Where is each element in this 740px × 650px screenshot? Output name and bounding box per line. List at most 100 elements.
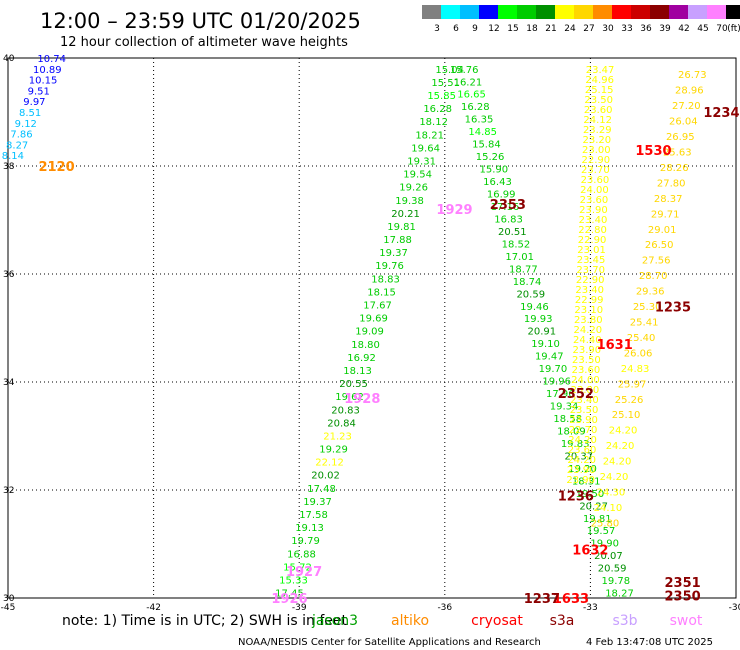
- wave-height-value: 23.50: [572, 355, 601, 366]
- wave-height-value: 7.86: [10, 130, 32, 141]
- wave-height-value: 23.40: [570, 395, 599, 406]
- wave-height-value: 19.81: [583, 514, 612, 525]
- wave-height-value: 23.60: [568, 445, 597, 456]
- pass-time-label: 1929: [436, 203, 472, 218]
- wave-height-value: 15.90: [479, 165, 508, 176]
- longitude-label: -36: [437, 603, 452, 613]
- longitude-label: -45: [1, 603, 16, 613]
- wave-height-value: 22.90: [576, 275, 605, 286]
- wave-height-value: 22.99: [575, 295, 604, 306]
- wave-height-value: 26.06: [624, 348, 653, 359]
- wave-height-value: 23.90: [569, 415, 598, 426]
- wave-height-value: 20.21: [391, 209, 420, 220]
- pass-time-label: 2352: [558, 387, 594, 402]
- wave-height-value: 19.57: [587, 526, 616, 537]
- wave-height-value: 19.09: [355, 327, 384, 338]
- wave-height-value: 23.01: [577, 245, 606, 256]
- legend-bin-label: 24: [564, 24, 576, 34]
- wave-height-value: 16.43: [483, 177, 512, 188]
- wave-height-value: 27.80: [657, 178, 686, 189]
- page-subtitle: 12 hour collection of altimeter wave hei…: [60, 35, 348, 50]
- wave-height-value: 17.58: [299, 510, 328, 521]
- wave-height-value: 19.26: [399, 183, 428, 194]
- wave-height-value: 18.09: [557, 426, 586, 437]
- wave-height-value: 23.60: [584, 105, 613, 116]
- wave-height-value: 22.12: [315, 458, 344, 469]
- wave-height-value: 18.74: [513, 277, 542, 288]
- wave-height-value: 20.59: [516, 289, 545, 300]
- satellite-legend-label: cryosat: [471, 613, 523, 629]
- legend-swatch: [441, 5, 460, 19]
- wave-height-value: 23.90: [579, 205, 608, 216]
- wave-height-value: 16.28: [423, 104, 452, 115]
- wave-height-value: 27.56: [642, 256, 671, 267]
- wave-height-value: 17.48: [307, 484, 336, 495]
- wave-height-value: 19.37: [303, 497, 332, 508]
- wave-height-value: 15.76: [450, 65, 479, 76]
- legend-swatch: [726, 5, 740, 19]
- wave-height-value: 24.20: [568, 435, 597, 446]
- pass-time-label: 1632: [572, 543, 608, 558]
- satellite-legend-label: s3b: [612, 613, 637, 629]
- pass-time-label: 1234: [703, 106, 739, 121]
- latitude-label: 40: [3, 54, 15, 64]
- wave-height-value: 18.27: [605, 589, 634, 600]
- wave-height-value: 15.04: [435, 65, 464, 76]
- wave-height-value: 29.01: [648, 225, 677, 236]
- wave-height-value: 26.95: [666, 132, 695, 143]
- wave-height-value: 23.90: [567, 465, 596, 476]
- legend-swatch: [612, 5, 631, 19]
- legend-swatch: [536, 5, 555, 19]
- wave-height-value: 16.83: [494, 214, 523, 225]
- pass-time-labels: 1234 1530 2120 2353 1929 1235 1631 2352 1928 1236…: [38, 106, 739, 607]
- wave-height-value: 24.20: [573, 325, 602, 336]
- pass-time-label: 1631: [597, 338, 633, 353]
- wave-height-value: 14.85: [468, 127, 497, 138]
- legend-swatch: [498, 5, 517, 19]
- satellite-legend-label: altiko: [391, 613, 429, 629]
- wave-height-value: 18.21: [415, 130, 444, 141]
- wave-height-value: 24.20: [603, 457, 632, 468]
- wave-height-value: 20.37: [565, 451, 594, 462]
- wave-height-value: 18.83: [371, 274, 400, 285]
- wave-height-value: 19.83: [561, 439, 590, 450]
- legend-swatch: [574, 5, 593, 19]
- wave-height-value: 20.59: [598, 564, 627, 575]
- wave-height-value: 16.28: [461, 102, 490, 113]
- wave-height-value: 23.70: [581, 165, 610, 176]
- legend-swatch: [650, 5, 669, 19]
- longitude-label: -30: [729, 603, 740, 613]
- wave-height-value: 19.34: [550, 402, 579, 413]
- wave-height-value: 26.73: [678, 70, 707, 81]
- wave-height-value: 8.14: [2, 151, 24, 162]
- pass-time-label: 2353: [490, 198, 526, 213]
- legend-swatch: [631, 5, 650, 19]
- latitude-label: 30: [3, 594, 15, 604]
- footer-note: note: 1) Time is in UTC; 2) SWH is in fe…: [62, 613, 348, 629]
- wave-height-value: 23.60: [572, 365, 601, 376]
- legend-bin-label: 45: [697, 24, 708, 34]
- legend-bin-label: 36: [640, 24, 652, 34]
- wave-height-value: 20.84: [327, 418, 356, 429]
- wave-height-value: 23.80: [574, 315, 603, 326]
- wave-height-value: 25.97: [618, 379, 647, 390]
- legend-swatch: [517, 5, 536, 19]
- wave-height-value: 18.12: [419, 117, 448, 128]
- wave-height-value: 28.37: [654, 194, 683, 205]
- wave-height-value: 20.02: [311, 471, 340, 482]
- wave-height-value: 23.80: [571, 385, 600, 396]
- wave-height-value: 19.96: [542, 377, 571, 388]
- wave-height-value: 16.21: [454, 77, 483, 88]
- wave-height-value: 19.90: [590, 539, 619, 550]
- wave-height-value: 25.40: [627, 333, 656, 344]
- wave-height-value: 24.20: [600, 472, 629, 483]
- wave-height-value: 19.38: [395, 196, 424, 207]
- wave-height-value: 8.27: [6, 140, 28, 151]
- wave-height-value: 20.91: [528, 327, 557, 338]
- pass-time-label: 1237: [524, 592, 560, 607]
- wave-height-value: 19.64: [411, 143, 440, 154]
- wave-height-value: 22.80: [578, 225, 607, 236]
- wave-height-value: 19.31: [407, 156, 436, 167]
- legend-bin-label: 12: [488, 24, 499, 34]
